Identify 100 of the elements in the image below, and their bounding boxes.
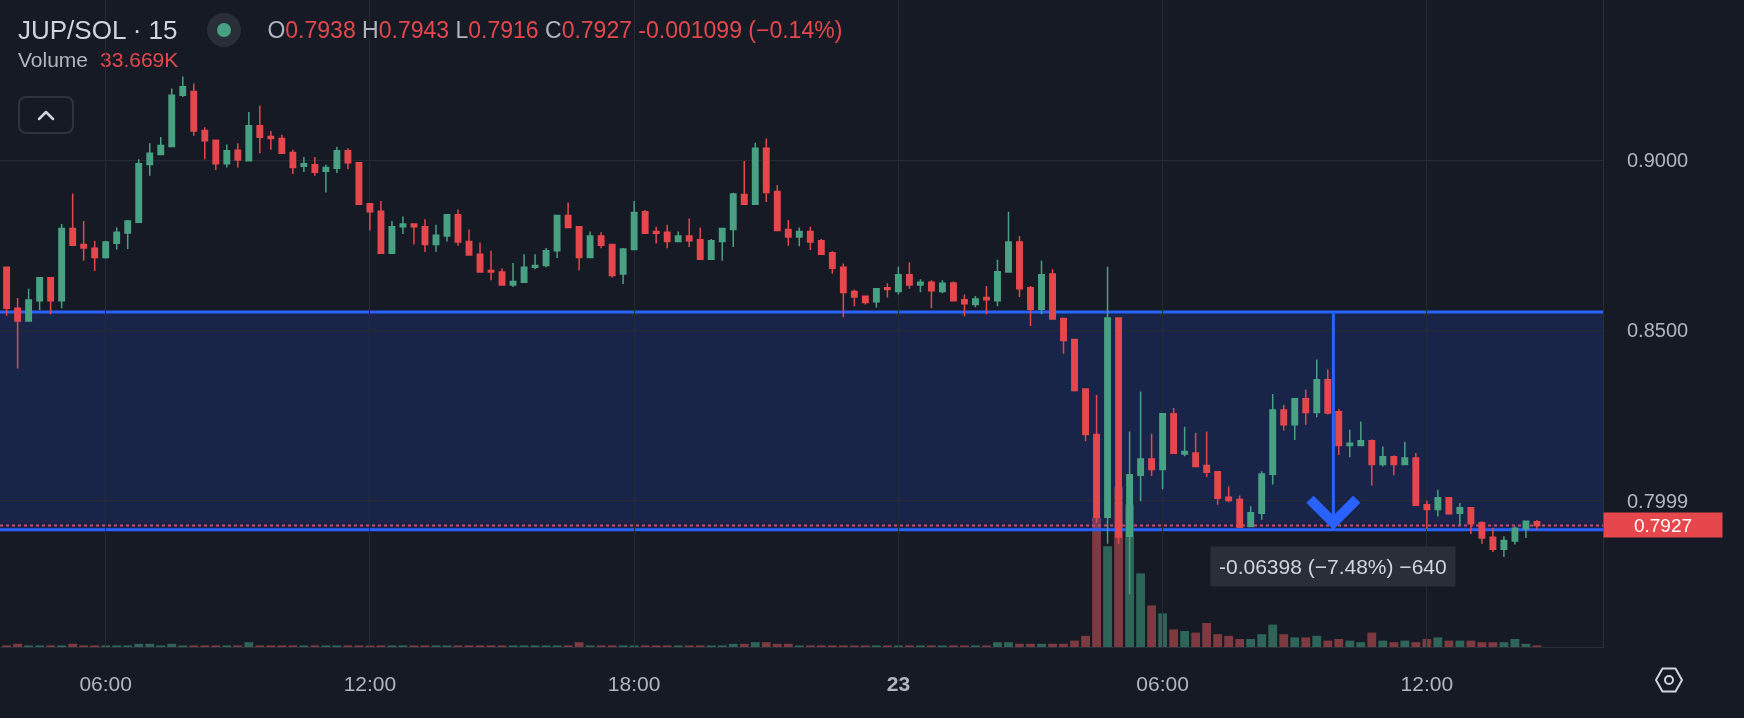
candlestick xyxy=(256,104,264,154)
annotation: 33.669K xyxy=(100,47,179,73)
bar xyxy=(1081,635,1090,647)
candlestick xyxy=(1082,388,1089,443)
x-tick-label: 06:00 xyxy=(1136,672,1189,696)
bar xyxy=(1268,624,1278,647)
candlestick xyxy=(850,288,858,307)
candlestick xyxy=(168,87,176,148)
candlestick xyxy=(685,217,693,248)
candlestick xyxy=(498,267,506,286)
candlestick xyxy=(245,111,253,162)
candlestick xyxy=(696,226,704,260)
bar xyxy=(1147,605,1157,647)
candlestick xyxy=(1027,285,1034,327)
candlestick xyxy=(531,253,539,271)
bar xyxy=(1202,623,1212,647)
bar xyxy=(1466,640,1476,647)
candlestick xyxy=(333,146,341,174)
x-tick-label: 06:00 xyxy=(79,672,132,696)
bar xyxy=(1092,517,1101,647)
bar xyxy=(1257,634,1267,647)
candlestick xyxy=(1346,428,1354,459)
bar xyxy=(1510,639,1520,647)
bar xyxy=(1290,637,1300,647)
bar xyxy=(1213,634,1223,647)
candlestick xyxy=(1192,432,1200,468)
candlestick xyxy=(674,230,682,243)
legend-label: -0.06398 (−7.48%) −640 xyxy=(1219,555,1447,578)
candlestick xyxy=(773,184,781,232)
candlestick xyxy=(641,209,649,235)
candlestick xyxy=(454,208,462,247)
candlestick xyxy=(1049,268,1056,320)
bar xyxy=(1444,640,1454,647)
bar xyxy=(1070,640,1079,647)
candlestick xyxy=(1005,211,1012,273)
candlestick xyxy=(1060,317,1067,355)
candlestick xyxy=(212,139,220,171)
candlestick xyxy=(972,295,979,308)
candlestick xyxy=(421,218,429,253)
candlestick xyxy=(1324,368,1332,416)
bar xyxy=(1345,640,1355,647)
chart-title: Volume xyxy=(18,47,89,73)
candlestick xyxy=(828,250,836,275)
candlestick xyxy=(113,226,121,251)
bar xyxy=(1499,642,1509,647)
candlestick xyxy=(1181,425,1189,458)
candlestick xyxy=(234,142,242,169)
candlestick xyxy=(630,200,638,251)
bar xyxy=(1158,613,1168,647)
bar xyxy=(1334,639,1344,647)
candlestick xyxy=(718,227,726,262)
candlestick xyxy=(190,82,198,137)
candlestick xyxy=(1368,438,1376,487)
candlestick xyxy=(1401,440,1409,466)
candlestick xyxy=(69,192,77,246)
candlestick xyxy=(564,201,572,229)
bar xyxy=(1136,573,1145,647)
candlestick xyxy=(817,238,825,256)
candlestick xyxy=(1357,420,1365,447)
bar xyxy=(1367,632,1377,647)
candlestick xyxy=(1302,388,1310,426)
candlestick xyxy=(366,202,374,232)
bar xyxy=(1389,642,1399,647)
candlestick xyxy=(762,137,770,203)
bar xyxy=(1488,642,1498,647)
candlestick xyxy=(1269,393,1277,486)
ref-line-label: 0.7927 xyxy=(1633,514,1693,536)
candlestick xyxy=(520,253,528,284)
candlestick xyxy=(1291,398,1299,441)
bar xyxy=(1279,634,1289,647)
candlestick xyxy=(300,156,308,173)
candlestick xyxy=(905,261,913,290)
bar xyxy=(145,643,155,647)
bar xyxy=(783,643,793,647)
bar xyxy=(1433,637,1443,647)
candlestick xyxy=(465,228,473,256)
bar xyxy=(739,643,749,647)
candlestick xyxy=(542,247,550,269)
bar xyxy=(1411,642,1421,647)
candlestick xyxy=(47,276,55,316)
candlestick xyxy=(1148,433,1156,477)
candlestick xyxy=(1016,235,1023,298)
candlestick xyxy=(1379,445,1387,468)
candlestick xyxy=(157,136,165,157)
candlestick xyxy=(25,288,33,322)
candlestick xyxy=(1434,488,1442,518)
candlestick xyxy=(1104,265,1112,545)
candlestick xyxy=(311,156,319,177)
candlestick xyxy=(388,220,396,255)
candlestick xyxy=(663,224,671,249)
candlestick xyxy=(894,265,902,296)
candlestick xyxy=(839,262,847,319)
bar xyxy=(167,643,177,647)
candlestick xyxy=(322,164,330,194)
candlestick xyxy=(916,278,924,293)
bar xyxy=(1246,639,1256,647)
candlestick xyxy=(399,215,407,235)
candlestick xyxy=(377,200,385,255)
candlestick xyxy=(58,223,66,309)
bar xyxy=(1312,635,1322,647)
